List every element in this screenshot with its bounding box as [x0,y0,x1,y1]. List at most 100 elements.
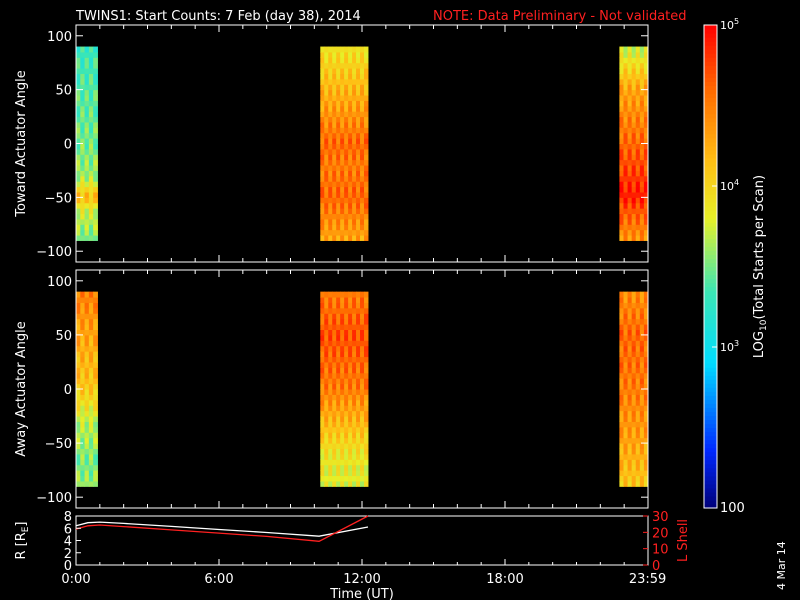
heatmap-cell [631,394,637,401]
heatmap-cell [80,307,86,314]
heatmap-cell [88,154,94,161]
heatmap-cell [635,345,641,352]
heatmap-cell [344,324,349,330]
colorbar-tick-label: 103 [720,339,739,354]
colorbar-cell [704,230,717,235]
heatmap-cell [635,62,641,69]
heatmap-cell [324,165,329,171]
heatmap-cell [84,202,90,209]
heatmap-cell [344,229,349,236]
heatmap-cell [324,470,329,477]
heatmap-cell [344,297,349,303]
heatmap-cell [363,459,369,466]
heatmap-cell [93,302,98,309]
heatmap-cell [348,148,353,155]
heatmap-cell [88,73,94,80]
heatmap-cell [340,372,345,379]
heatmap-cell [93,62,98,69]
heatmap-cell [340,475,345,482]
heatmap-cell [324,345,329,352]
heatmap-cell [324,116,329,123]
heatmap-cell [619,432,624,439]
heatmap-cell [635,307,641,314]
heatmap-cell [340,208,345,215]
heatmap-cell [88,340,94,347]
heatmap-cell [76,313,81,320]
heatmap-cell [76,57,81,64]
heatmap-cell [340,213,345,220]
heatmap-cell [619,367,624,374]
heatmap-cell [348,410,353,417]
heatmap-cell [643,73,649,80]
heatmap-cell [336,57,341,64]
heatmap-cell [643,218,649,225]
heatmap-cell [332,138,337,144]
heatmap-cell [320,202,325,209]
heatmap-cell [348,46,353,53]
heatmap-cell [635,421,641,428]
heatmap-cell [619,95,624,101]
heatmap-cell [363,159,369,166]
heatmap-cell [631,480,637,487]
heatmap-cell [631,324,637,330]
heatmap-cell [360,111,365,118]
heatmap-cell [348,111,353,118]
heatmap-cell [328,410,333,417]
heatmap-cell [623,318,629,325]
heatmap-cell [336,453,341,460]
heatmap-cell [356,175,361,182]
heatmap-cell [348,464,353,471]
heatmap-cell [80,416,86,422]
heatmap-cell [639,361,645,368]
heatmap-cell [84,475,90,482]
heatmap-cell [639,291,645,298]
heatmap-cell [344,105,349,112]
heatmap-cell [627,191,633,198]
heatmap-cell [623,475,629,482]
colorbar-cell [704,338,717,344]
heatmap-cell [623,170,629,177]
heatmap-cell [643,351,649,358]
heatmap-cell [356,475,361,482]
heatmap-cell [360,405,365,412]
heatmap-cell [623,378,629,385]
heatmap-cell [627,334,633,341]
heatmap-cell [336,443,341,449]
heatmap-cell [80,324,86,330]
heatmap-cell [93,51,98,58]
heatmap-cell [348,159,353,166]
heatmap-cell [80,89,86,96]
heatmap-cell [320,154,325,161]
heatmap-cell [93,159,98,166]
heatmap-cell [643,437,649,444]
heatmap-cell [352,345,357,352]
heatmap-cell [332,426,337,433]
heatmap-cell [360,475,365,482]
heatmap-cell [352,302,357,309]
heatmap-cell [631,318,637,325]
heatmap-cell [324,475,329,482]
heatmap-cell [360,154,365,161]
heatmap-cell [627,383,633,390]
heatmap-cell [348,175,353,182]
heatmap-cell [635,416,641,422]
heatmap-cell [80,95,86,101]
heatmap-cell [340,367,345,374]
heatmap-cell [643,78,649,85]
heatmap-cell [320,475,325,482]
heatmap-cell [88,116,94,123]
heatmap-cell [320,383,325,390]
heatmap-cell [356,57,361,64]
heatmap-cell [360,143,365,150]
heatmap-cell [80,361,86,368]
heatmap-cell [324,100,329,107]
heatmap-cell [336,475,341,482]
heatmap-cell [356,334,361,341]
heatmap-cell [336,378,341,385]
heatmap-cell [363,170,369,177]
heatmap-cell [344,62,349,69]
heatmap-cell [360,372,365,379]
heatmap-cell [363,432,369,439]
heatmap-cell [84,159,90,166]
